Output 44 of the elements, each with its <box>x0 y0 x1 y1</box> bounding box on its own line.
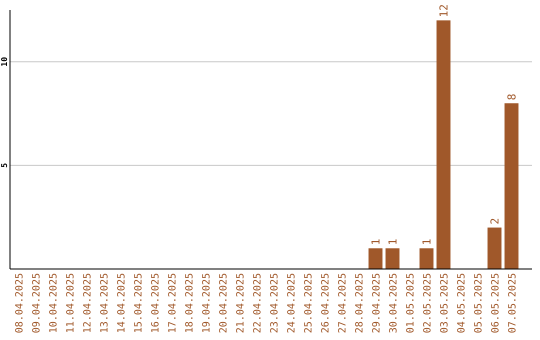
bar <box>420 248 434 269</box>
x-tick-label: 09.04.2025 <box>32 273 42 334</box>
bar <box>436 20 450 269</box>
x-tick-label: 23.04.2025 <box>270 273 280 334</box>
x-tick-label: 03.05.2025 <box>440 273 450 334</box>
x-tick-label: 17.04.2025 <box>168 273 178 334</box>
x-tick-label: 06.05.2025 <box>490 273 502 334</box>
x-tick-label: 15.04.2025 <box>134 273 144 334</box>
data-label: 8 <box>506 94 518 100</box>
x-tick-label: 27.04.2025 <box>338 273 348 334</box>
x-tick-label: 04.05.2025 <box>456 273 468 334</box>
x-tick-label: 18.04.2025 <box>184 273 196 334</box>
x-tick-label: 25.04.2025 <box>304 273 314 334</box>
data-label: 1 <box>420 238 434 246</box>
x-tick-label: 07.05.2025 <box>508 273 518 334</box>
y-tick-label: 10 <box>0 56 9 67</box>
bar <box>368 248 382 269</box>
x-tick-label: 12.04.2025 <box>82 273 94 334</box>
y-tick-label: 5 <box>0 162 9 168</box>
x-tick-label: 02.05.2025 <box>422 273 434 334</box>
x-tick-label: 05.05.2025 <box>474 273 484 334</box>
x-tick-label: 10.04.2025 <box>48 273 60 334</box>
data-label: 1 <box>370 238 382 246</box>
x-tick-label: 19.04.2025 <box>202 273 212 334</box>
x-tick-label: 13.04.2025 <box>100 273 110 334</box>
x-tick-label: 11.04.2025 <box>66 273 76 334</box>
x-tick-label: 26.04.2025 <box>320 273 332 334</box>
x-tick-label: 14.04.2025 <box>116 273 128 334</box>
x-tick-label: 24.04.2025 <box>286 273 298 334</box>
data-label: 2 <box>488 218 502 225</box>
x-tick-label: 08.04.2025 <box>14 273 26 334</box>
data-label: 1 <box>386 238 400 246</box>
data-label: 12 <box>438 4 450 18</box>
bar <box>504 103 518 269</box>
bar <box>488 228 502 269</box>
x-tick-label: 29.04.2025 <box>372 273 382 334</box>
x-tick-label: 30.04.2025 <box>388 273 400 334</box>
x-tick-label: 28.04.2025 <box>354 273 366 334</box>
x-tick-label: 21.04.2025 <box>236 273 246 334</box>
bar <box>386 248 400 269</box>
x-tick-label: 16.04.2025 <box>150 273 162 334</box>
x-tick-label: 22.04.2025 <box>252 273 264 334</box>
x-tick-label: 20.04.2025 <box>218 273 230 334</box>
x-tick-label: 01.05.2025 <box>406 273 416 334</box>
